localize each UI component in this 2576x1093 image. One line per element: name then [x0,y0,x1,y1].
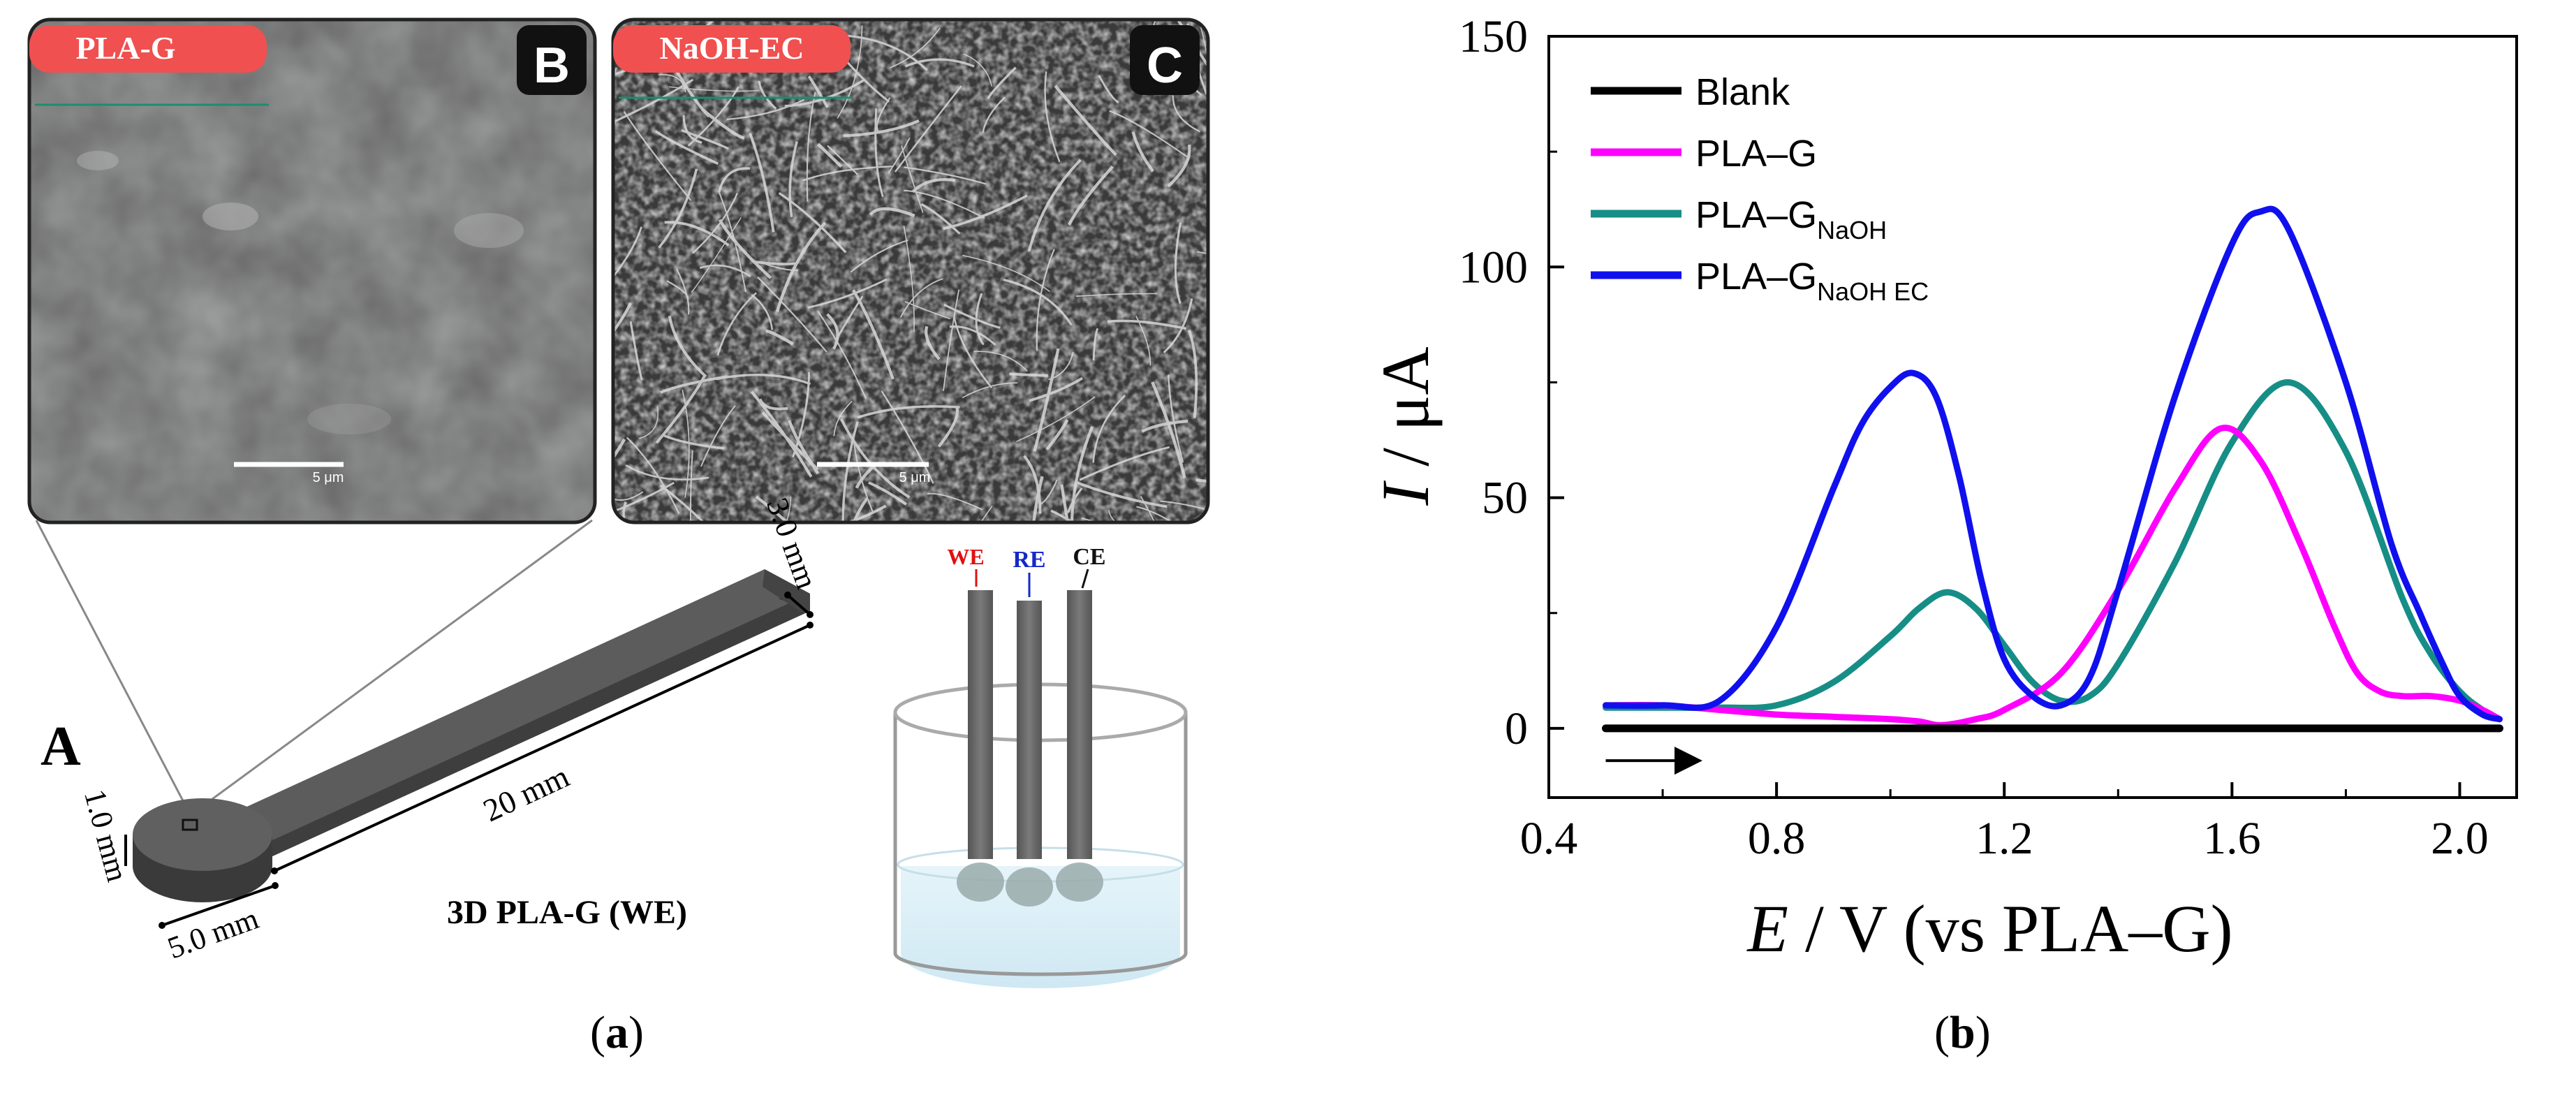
legend-label: PLA–GNaOH [1695,194,1887,244]
label-a: A [41,716,81,777]
legend-label: PLA–GNaOH EC [1695,256,1929,306]
electrode-drawing [133,569,810,902]
chart: 0.4 0.8 1.2 1.6 2.0 0 50 100 150 Blank PLA–G PLA–G… [1368,11,2518,1058]
dim-length: 20 mm [478,758,575,828]
sem-image-b [29,20,595,522]
zoom-line-left [35,520,189,809]
x-tick-label: 1.6 [2203,813,2261,864]
x-axis-label: E / V (vs PLA–G) [1746,891,2232,966]
sem-b-tag-bg [29,25,267,73]
sem-image-c-frame [611,17,1210,525]
sem-b-tag: PLA-G [75,30,175,66]
fiber-texture [613,20,1208,522]
svg-text:(b): (b) [1934,1007,1991,1058]
cell-label-re: RE [1013,547,1045,573]
dim-disk: 5.0 mm [163,901,263,965]
y-tick-label: 0 [1505,703,1528,754]
label-b: B [533,38,570,94]
sem-b-scale-label: 5 μm [313,470,344,485]
label-c: C [1147,38,1183,94]
cell-label-ce: CE [1073,544,1105,570]
x-tick-label: 2.0 [2431,813,2489,864]
sem-c-scale-label: 5 μm [899,470,931,485]
series-lines [1602,205,2503,733]
label-c-box [1130,25,1200,95]
sem-c-tag: NaOH-EC [660,30,804,66]
y-tick-label: 50 [1482,473,1528,524]
label-b-box [517,25,587,95]
zoom-line-right [198,519,593,810]
legend-label: PLA–G [1695,133,1817,175]
sem-image-c [613,20,1208,522]
x-tick-label: 1.2 [1975,813,2033,864]
dim-disk-line [161,884,276,927]
dim-width-line [786,594,811,616]
series-line-2 [1603,379,2503,723]
y-tick-label: 100 [1459,242,1528,293]
cell-label-we: WE [947,544,984,569]
y-tick-label: 150 [1459,11,1528,62]
x-tick-label: 0.4 [1520,813,1578,864]
sem-image-b-frame [27,17,597,525]
dim-length-line [274,624,811,872]
legend-label: Blank [1695,71,1790,113]
series-line-3 [1603,205,2503,723]
caption-b: (b) [1934,1007,1991,1058]
x-tick-label: 0.8 [1748,813,1806,864]
series-line-1 [1603,424,2503,728]
y-axis-label: I / μA [1368,346,1443,506]
electrode-name: 3D PLA-G (WE) [447,894,687,931]
sem-c-tag-bg [613,25,851,73]
caption-a: (a) [590,1007,644,1058]
panel-a: PLA-G B 5 μm NaOH-EC C 5 μm [27,17,1210,1058]
axis-ticks: 0.4 0.8 1.2 1.6 2.0 0 50 100 150 [1459,11,2489,864]
electrochemical-cell [893,590,1188,988]
svg-text:(a): (a) [590,1007,644,1058]
legend: Blank PLA–G PLA–GNaOH PLA–GNaOH EC [1591,71,1929,306]
plot-frame [1547,35,2518,799]
